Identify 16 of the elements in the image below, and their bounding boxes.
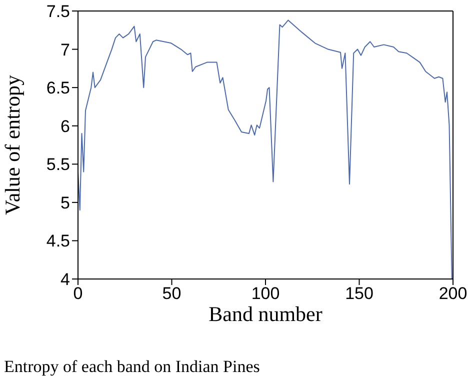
y-axis-title: Value of entropy — [0, 74, 24, 215]
x-axis-title: Band number — [208, 302, 322, 326]
y-tick-label: 6.5 — [46, 78, 70, 98]
text: Entropy of each band on Indian Pines — [4, 357, 260, 377]
y-tick-label: 7.5 — [46, 2, 70, 22]
y-tick-label: 6 — [60, 116, 70, 136]
x-tick-label: 150 — [345, 284, 374, 304]
x-tick-label: 200 — [438, 284, 468, 304]
x-tick-label: 0 — [73, 284, 83, 304]
y-tick-label: 7 — [60, 40, 70, 60]
x-tick-label: 50 — [162, 284, 182, 304]
y-tick-label: 4 — [60, 270, 70, 290]
x-tick-label: 100 — [251, 284, 280, 304]
y-tick-label: 4.5 — [46, 232, 70, 251]
y-tick-label: 5 — [60, 193, 70, 212]
y-tick-label: 5.5 — [46, 155, 70, 174]
